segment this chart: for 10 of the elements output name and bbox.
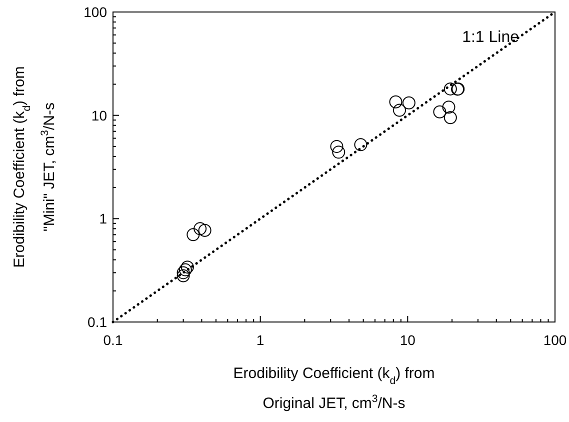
y-tick-label: 10 <box>91 107 108 124</box>
x-tick-label: 1 <box>256 332 264 348</box>
y-tick-label: 1 <box>99 210 108 227</box>
y-tick-label: 100 <box>84 4 108 20</box>
y-tick-label: 0.1 <box>88 314 108 330</box>
text: Erodibility Coefficient (k$_{d}$) from Original JET, cm$^{3}$/N-s <box>233 365 435 412</box>
series-label: 1:1 Line <box>462 29 520 46</box>
x-tick-label: 10 <box>400 332 416 348</box>
x-tick-label: 100 <box>543 332 567 348</box>
x-tick-label: 0.1 <box>103 332 123 348</box>
